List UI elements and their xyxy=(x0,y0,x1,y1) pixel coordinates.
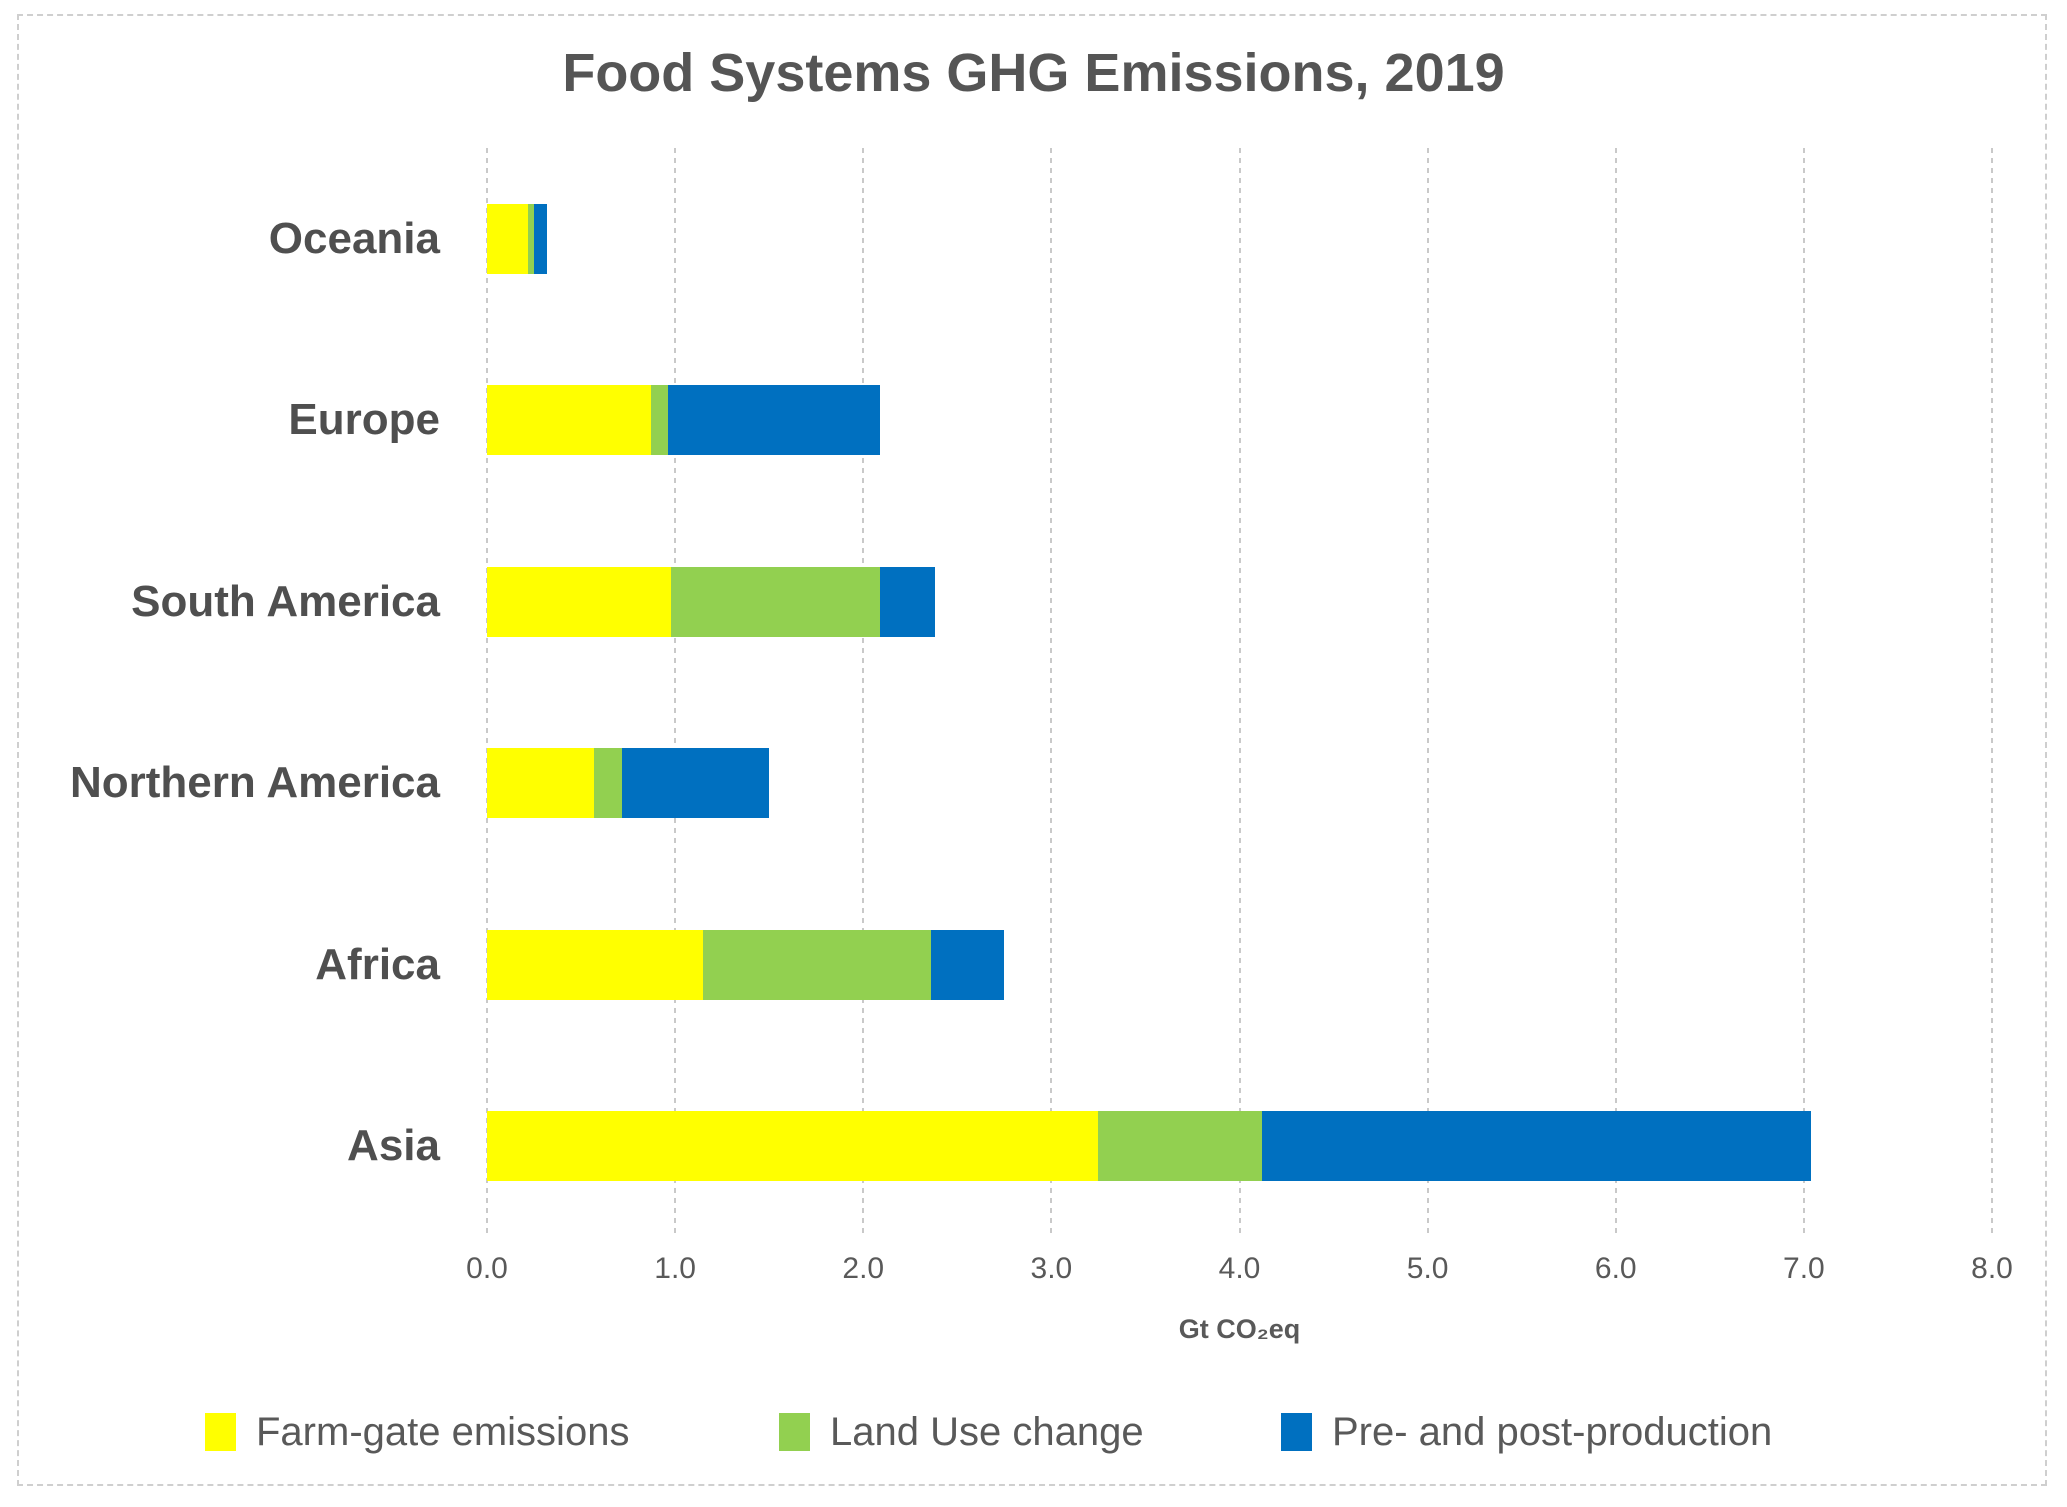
category-label: Northern America xyxy=(69,758,440,808)
gridline xyxy=(1614,148,1617,1237)
legend-item: Pre- and post-production xyxy=(1281,1404,1772,1460)
bar-segment xyxy=(594,748,623,819)
x-tick-label: 1.0 xyxy=(654,1252,696,1285)
gridline xyxy=(1238,148,1241,1237)
legend: Farm-gate emissions Land Use change Pre- a… xyxy=(0,1404,2067,1460)
bar-segment xyxy=(487,748,595,819)
legend-label: Land Use change xyxy=(830,1409,1144,1454)
bar-segment xyxy=(880,566,935,637)
chart-border xyxy=(17,14,2047,1486)
bar-northern-america xyxy=(487,748,770,819)
legend-swatch xyxy=(779,1413,810,1451)
gridline xyxy=(1426,148,1429,1237)
x-tick-label: 7.0 xyxy=(1783,1252,1825,1285)
bar-oceania xyxy=(487,203,548,274)
legend-item: Land Use change xyxy=(779,1404,1144,1460)
category-label: Africa xyxy=(315,939,440,989)
bar-segment xyxy=(622,748,770,819)
bar-segment xyxy=(487,566,672,637)
category-label: Asia xyxy=(347,1121,440,1171)
legend-item: Farm-gate emissions xyxy=(205,1404,629,1460)
gridline xyxy=(1050,148,1053,1237)
x-tick-label: 5.0 xyxy=(1406,1252,1449,1285)
legend-label: Farm-gate emissions xyxy=(256,1409,630,1454)
category-label: Europe xyxy=(288,395,440,445)
plot-area xyxy=(486,148,1993,1237)
gridline xyxy=(486,148,488,1237)
bar-segment xyxy=(667,385,881,456)
bar-segment xyxy=(534,203,548,274)
bar-segment xyxy=(703,929,931,1000)
x-tick-label: 6.0 xyxy=(1594,1252,1637,1285)
bar-segment xyxy=(487,385,651,456)
bar-segment xyxy=(1098,1111,1263,1182)
gridline xyxy=(1802,148,1805,1237)
chart-title: Food Systems GHG Emissions, 2019 xyxy=(562,43,1505,103)
legend-swatch xyxy=(205,1413,236,1451)
x-tick-label: 0.0 xyxy=(466,1252,508,1285)
legend-label: Pre- and post-production xyxy=(1332,1409,1773,1454)
x-tick-label: 8.0 xyxy=(1971,1252,2013,1285)
bar-segment xyxy=(487,929,704,1000)
gridline xyxy=(674,148,677,1237)
bar-south-america xyxy=(487,566,935,637)
bar-africa xyxy=(487,929,1005,1000)
category-axis: Oceania Europe South America Northern Ameri… xyxy=(0,148,440,1237)
bar-europe xyxy=(487,385,881,456)
category-label: Oceania xyxy=(268,213,440,263)
bar-segment xyxy=(487,203,529,274)
x-tick-label: 3.0 xyxy=(1030,1252,1073,1285)
bar-asia xyxy=(487,1111,1812,1182)
bar-segment xyxy=(1262,1111,1812,1182)
gridline xyxy=(862,148,865,1237)
x-axis-title: Gt CO₂eq xyxy=(1178,1314,1301,1344)
legend-swatch xyxy=(1281,1413,1312,1451)
x-tick-label: 2.0 xyxy=(842,1252,885,1285)
bar-segment xyxy=(930,929,1005,1000)
gridline xyxy=(1991,148,1993,1237)
x-tick-label: 4.0 xyxy=(1218,1252,1261,1285)
bar-segment xyxy=(528,203,535,274)
bar-segment xyxy=(650,385,668,456)
x-axis-ticks: 0.0 1.0 2.0 3.0 4.0 5.0 6.0 7.0 8.0 xyxy=(466,1252,2013,1292)
bar-segment xyxy=(487,1111,1099,1182)
bar-segment xyxy=(671,566,881,637)
category-label: South America xyxy=(131,576,440,626)
